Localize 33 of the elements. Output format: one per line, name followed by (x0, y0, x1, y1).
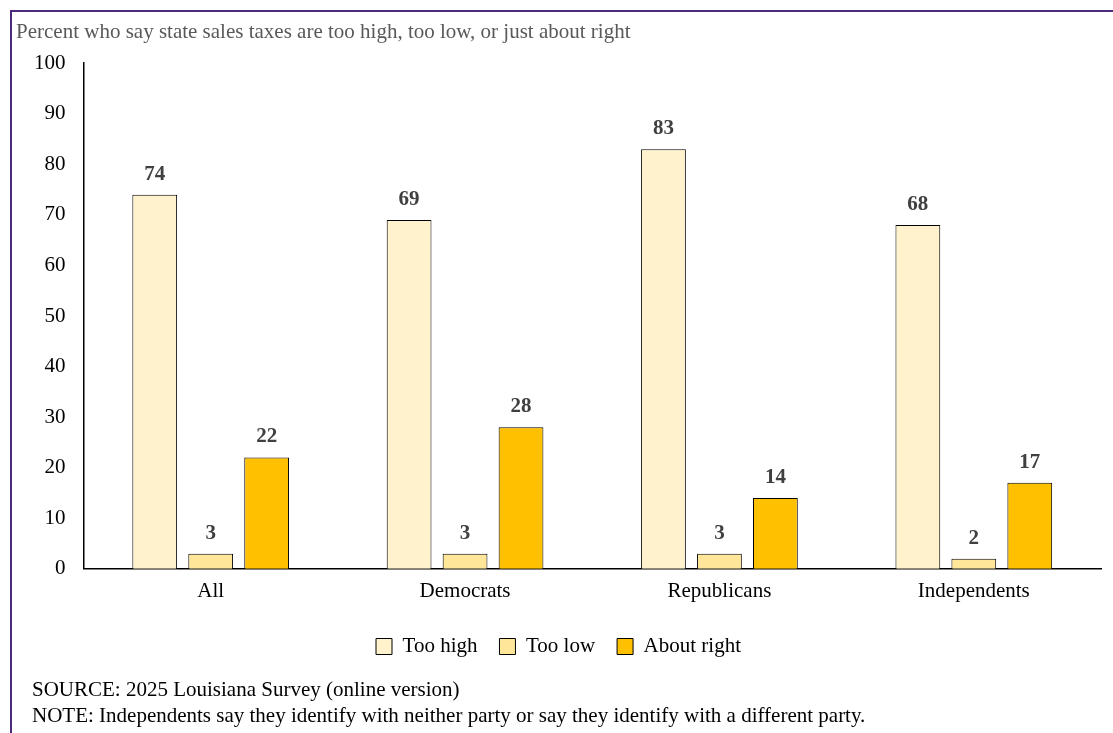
data-label: 74 (144, 160, 166, 185)
y-tick-label: 100 (34, 49, 66, 74)
x-tick-label: Republicans (667, 577, 772, 602)
legend-label: Too low (525, 633, 596, 658)
y-tick-label: 70 (44, 201, 66, 226)
data-label: 83 (652, 115, 674, 140)
x-tick-label: Independents (917, 577, 1030, 602)
y-tick-label: 80 (44, 150, 66, 175)
y-tick-label: 90 (44, 100, 66, 125)
y-tick-label: 0 (55, 555, 66, 580)
data-label: 2 (968, 524, 980, 549)
y-tick-label: 40 (44, 353, 66, 378)
data-label: 22 (256, 423, 278, 448)
text: NOTE: Independents say they identify with neither party or say they identify with a different party. (32, 702, 866, 728)
x-tick-label: All (197, 577, 225, 602)
data-label: 17 (1019, 448, 1041, 473)
y-tick-label: 20 (44, 454, 66, 479)
data-label: 3 (205, 519, 216, 544)
data-label: 3 (714, 519, 725, 544)
y-tick-label: 10 (44, 504, 66, 529)
y-tick-label: 60 (44, 251, 66, 276)
source-note: SOURCE: 2025 Louisiana Survey (online version) (32, 676, 461, 702)
data-label: 14 (764, 463, 787, 488)
data-label: 3 (459, 519, 471, 544)
chart-title: Percent who say state sales taxes are too high, too low, or just about right (16, 19, 631, 44)
legend-label: Too high (402, 633, 478, 658)
data-label: 68 (907, 190, 929, 215)
data-label: 69 (398, 185, 420, 210)
y-tick-label: 30 (44, 403, 66, 428)
x-tick-label: Democrats (419, 577, 511, 602)
legend-label: About right (643, 633, 742, 658)
y-tick-label: 50 (44, 302, 66, 327)
data-label: 28 (510, 393, 532, 418)
